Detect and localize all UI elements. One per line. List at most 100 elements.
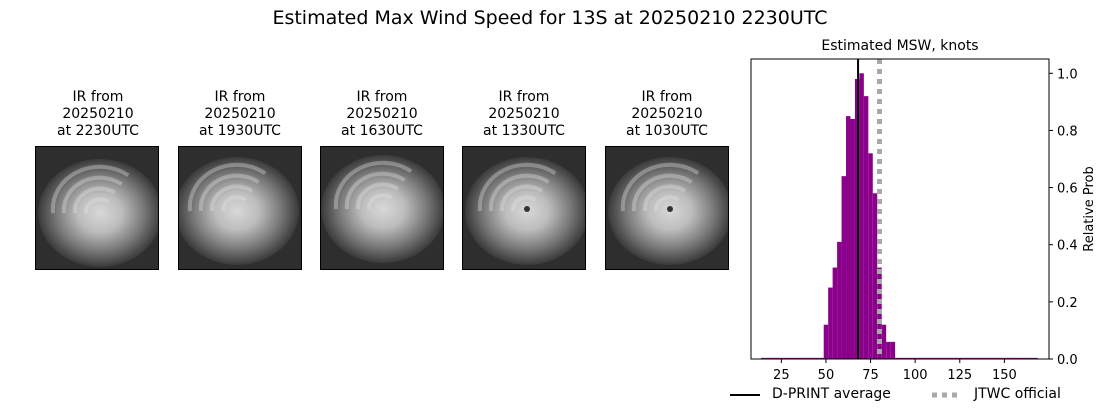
y-tick-label: 0.6 xyxy=(1057,182,1078,197)
ir-satellite-image-3 xyxy=(320,146,444,270)
histogram-bar xyxy=(881,324,887,359)
histogram-bar xyxy=(926,357,931,359)
histogram-bar xyxy=(904,357,909,359)
reference-lines xyxy=(857,59,882,359)
histogram-bar xyxy=(930,357,936,359)
y-tick-label: 0.8 xyxy=(1057,124,1078,139)
panel-caption-line: IR from xyxy=(498,89,550,105)
histogram-bar xyxy=(796,357,802,359)
histogram-bar xyxy=(863,96,869,360)
histogram-bar xyxy=(917,357,922,359)
histogram-bar xyxy=(944,357,949,359)
histogram-bar xyxy=(993,357,998,359)
panel-caption-date: 20250210 xyxy=(346,106,418,122)
histogram-bar xyxy=(1011,357,1016,359)
histogram-bar xyxy=(801,357,806,359)
ir-panel-caption-4: IR from 20250210 at 1330UTC xyxy=(454,89,594,140)
histogram-bar xyxy=(872,193,878,359)
panel-caption-date: 20250210 xyxy=(204,106,276,122)
y-tick-label: 0.0 xyxy=(1057,353,1078,368)
x-axis-ticks: 25 50 75 100 125 150 xyxy=(773,359,1017,383)
panel-caption-date: 20250210 xyxy=(488,106,560,122)
histogram-bar xyxy=(948,357,954,359)
x-tick-label: 150 xyxy=(992,368,1017,383)
y-axis-label: Relative Prob xyxy=(1082,166,1097,251)
histogram-bar xyxy=(908,357,913,359)
panel-caption-line: IR from xyxy=(641,89,693,105)
ir-satellite-image-1 xyxy=(35,146,159,270)
histogram-bar xyxy=(774,357,780,359)
legend-label-jtwc: JTWC official xyxy=(974,386,1061,402)
histogram-bar xyxy=(921,357,927,359)
ir-satellite-image-4 xyxy=(462,146,586,270)
panel-caption-line: IR from xyxy=(72,89,124,105)
panel-caption-time: at 1030UTC xyxy=(626,123,708,139)
panel-caption-time: at 1930UTC xyxy=(199,123,281,139)
histogram-bar xyxy=(979,357,985,359)
histogram-bar xyxy=(1028,357,1034,359)
histogram-bar xyxy=(984,357,989,359)
histogram-bar xyxy=(783,357,789,359)
histogram-bar xyxy=(841,176,847,359)
histogram-bar xyxy=(912,357,918,359)
histogram-bar xyxy=(810,357,815,359)
histogram-bar xyxy=(846,116,851,360)
histogram-bar xyxy=(1015,357,1021,359)
x-tick-label: 50 xyxy=(818,368,835,383)
histogram-bar xyxy=(939,357,945,359)
histogram-bar xyxy=(935,357,940,359)
panel-caption-time: at 2230UTC xyxy=(57,123,139,139)
x-tick-label: 100 xyxy=(903,368,928,383)
panel-caption-date: 20250210 xyxy=(631,106,703,122)
y-tick-label: 1.0 xyxy=(1057,67,1078,82)
histogram-bar xyxy=(957,357,963,359)
histogram-bar xyxy=(779,357,784,359)
histogram-bar xyxy=(828,287,833,359)
histogram-bar xyxy=(975,357,980,359)
histogram-bar xyxy=(805,357,811,359)
panel-caption-time: at 1630UTC xyxy=(341,123,423,139)
histogram-bar xyxy=(997,357,1003,359)
legend-dotted-line-swatch xyxy=(932,392,962,398)
ir-panel-caption-3: IR from 20250210 at 1630UTC xyxy=(312,89,452,140)
histogram-bar xyxy=(1033,357,1038,359)
histogram-bars xyxy=(761,73,1038,360)
histogram-bar xyxy=(792,357,797,359)
legend-label-dprint: D-PRINT average xyxy=(772,386,891,402)
panel-caption-line: IR from xyxy=(214,89,266,105)
legend-solid-line-swatch xyxy=(730,394,760,396)
histogram-bar xyxy=(890,341,896,359)
chart-title: Estimated MSW, knots xyxy=(821,38,978,54)
x-tick-label: 75 xyxy=(862,368,879,383)
y-tick-label: 0.2 xyxy=(1057,296,1078,311)
histogram-bar xyxy=(823,324,829,359)
panel-caption-time: at 1330UTC xyxy=(483,123,565,139)
histogram-bar xyxy=(814,357,820,359)
histogram-bar xyxy=(895,357,900,359)
panel-caption-date: 20250210 xyxy=(62,106,134,122)
histogram-bar xyxy=(770,357,775,359)
histogram-bar xyxy=(761,357,766,359)
histogram-bar xyxy=(966,357,971,359)
ir-panel-caption-2: IR from 20250210 at 1930UTC xyxy=(170,89,310,140)
histogram-bar xyxy=(859,73,864,360)
ir-panel-caption-1: IR from 20250210 at 2230UTC xyxy=(28,89,168,140)
histogram-bar xyxy=(962,357,967,359)
histogram-bar xyxy=(788,357,793,359)
plot-frame xyxy=(750,58,1050,360)
figure-title: Estimated Max Wind Speed for 13S at 2025… xyxy=(272,7,828,29)
histogram-bar xyxy=(819,357,824,359)
histogram-bar xyxy=(970,357,976,359)
histogram-bar xyxy=(899,357,905,359)
histogram-bar xyxy=(868,153,873,359)
panel-caption-line: IR from xyxy=(356,89,408,105)
y-tick-label: 0.4 xyxy=(1057,239,1078,254)
ir-panel-caption-5: IR from 20250210 at 1030UTC xyxy=(597,89,737,140)
histogram-bar xyxy=(953,357,958,359)
histogram-bar xyxy=(765,357,771,359)
histogram-bar xyxy=(1002,357,1007,359)
ir-satellite-image-2 xyxy=(178,146,302,270)
histogram-bar xyxy=(1024,357,1029,359)
histogram-bar xyxy=(1020,357,1025,359)
histogram-bar xyxy=(988,357,994,359)
